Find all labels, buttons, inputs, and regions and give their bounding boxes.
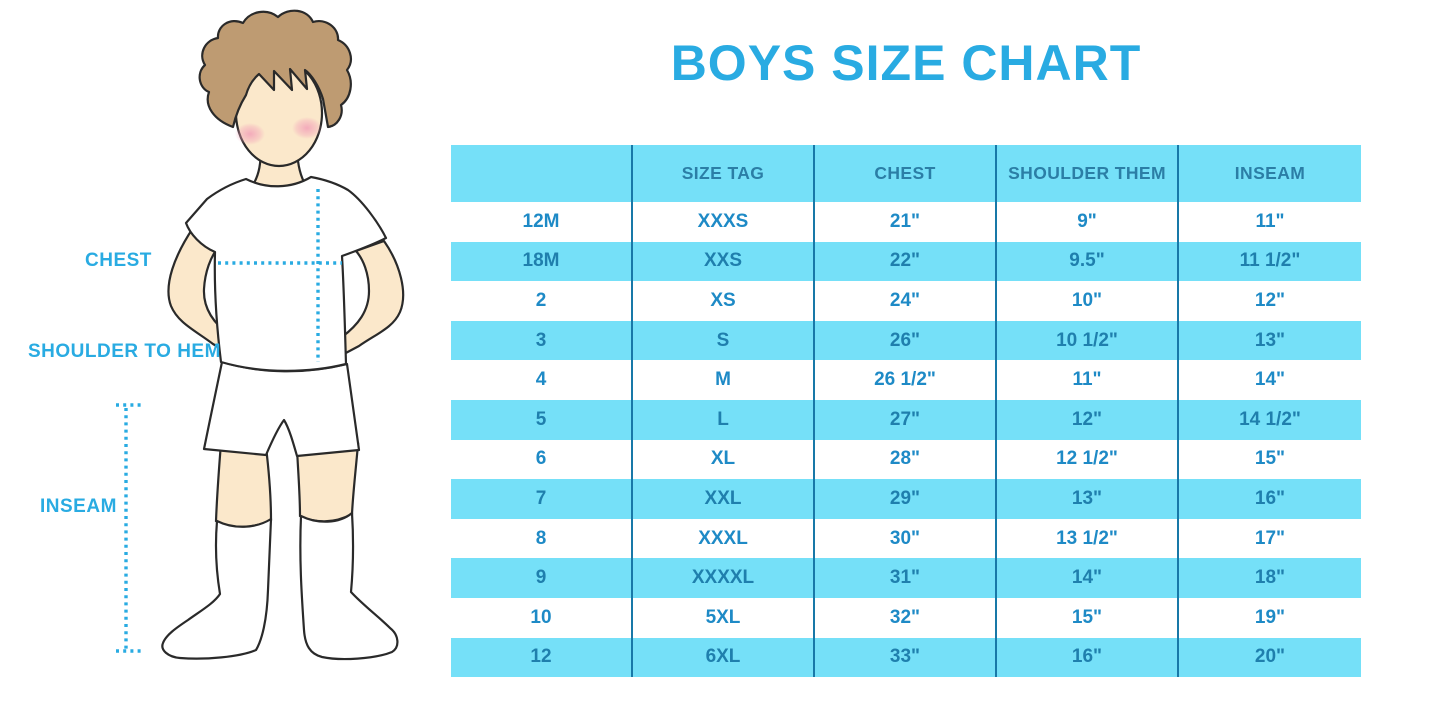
table-cell: 16" <box>997 637 1179 678</box>
table-row: 4 M 26 1/2" 11" 14" <box>451 360 1361 400</box>
table-cell: 15" <box>1254 448 1286 470</box>
boy-figure-illustration <box>116 9 405 661</box>
table-cell: 3 <box>451 320 633 361</box>
table-cell: 9.5" <box>997 241 1179 282</box>
header-cell-size-tag: SIZE TAG <box>633 145 815 202</box>
table-cell: 12" <box>997 399 1179 440</box>
table-row: 9 XXXXL 31" 14" 18" <box>451 558 1361 598</box>
right-cheek <box>292 117 322 139</box>
header-cell-inseam: INSEAM <box>1234 163 1306 183</box>
right-arm <box>340 239 405 357</box>
table-row: 12 6XL 33" 16" 20" <box>451 637 1361 678</box>
table-cell: XXL <box>633 479 815 519</box>
table-cell: M <box>633 360 815 400</box>
table-cell: 10" <box>997 281 1179 321</box>
table-cell: 21" <box>815 202 997 242</box>
table-cell: 14" <box>1254 369 1286 391</box>
inseam-label: INSEAM <box>40 496 117 517</box>
shoulder-to-hem-label: SHOULDER TO HEM <box>28 341 221 362</box>
table-cell: 4 <box>451 360 633 400</box>
table-cell: 14" <box>997 558 1179 598</box>
table-cell: 17" <box>1254 527 1286 549</box>
table-cell: 26" <box>815 320 997 361</box>
table-cell: 30" <box>815 518 997 559</box>
table-cell: 9 <box>451 558 633 598</box>
table-cell: 7 <box>451 479 633 519</box>
table-cell: 27" <box>815 399 997 440</box>
table-cell: 8 <box>451 518 633 559</box>
table-cell: 11" <box>1255 210 1285 232</box>
table-cell: XXXXL <box>633 558 815 598</box>
chest-label: CHEST <box>85 250 152 271</box>
table-cell: 14 1/2" <box>1239 408 1301 430</box>
header-cell-chest: CHEST <box>815 145 997 202</box>
table-body: 12M XXXS 21" 9" 11" 18M XXS 22" 9.5" 11 1/2" 2 XS 24… <box>451 202 1361 678</box>
table-cell: 31" <box>815 558 997 598</box>
table-cell: XL <box>633 439 815 480</box>
table-cell: 13" <box>997 479 1179 519</box>
table-cell: 15" <box>997 597 1179 638</box>
table-cell: XXXS <box>633 202 815 242</box>
table-cell: 18" <box>1254 567 1286 589</box>
size-chart-table: SIZE TAG CHEST SHOULDER THEM INSEAM 12M X… <box>451 145 1361 678</box>
table-cell: 12 <box>451 637 633 678</box>
right-sock <box>299 511 399 661</box>
table-cell: 11 1/2" <box>1239 250 1301 272</box>
table-row: 6 XL 28" 12 1/2" 15" <box>451 439 1361 480</box>
table-cell: 12" <box>1254 289 1286 311</box>
table-cell: 10 <box>451 597 633 638</box>
table-cell: 5 <box>451 399 633 440</box>
table-cell: 16" <box>1254 487 1286 509</box>
table-row: 7 XXL 29" 13" 16" <box>451 479 1361 519</box>
table-cell: 10 1/2" <box>997 320 1179 361</box>
table-cell: 9" <box>997 202 1179 242</box>
table-cell: XXXL <box>633 518 815 559</box>
table-cell: 11" <box>997 360 1179 400</box>
table-row: 3 S 26" 10 1/2" 13" <box>451 320 1361 361</box>
table-cell: 26 1/2" <box>815 360 997 400</box>
table-header-row: SIZE TAG CHEST SHOULDER THEM INSEAM <box>451 145 1361 202</box>
table-cell: 33" <box>815 637 997 678</box>
table-cell: 22" <box>815 241 997 282</box>
header-cell-shoulder-hem: SHOULDER THEM <box>997 145 1179 202</box>
table-row: 12M XXXS 21" 9" 11" <box>451 202 1361 242</box>
table-cell: 2 <box>451 281 633 321</box>
table-cell: 28" <box>815 439 997 480</box>
table-cell: 13" <box>1254 329 1286 351</box>
table-cell: 20" <box>1254 646 1286 668</box>
hair <box>198 9 352 129</box>
table-row: 2 XS 24" 10" 12" <box>451 281 1361 321</box>
table-cell: 12 1/2" <box>997 439 1179 480</box>
table-row: 8 XXXL 30" 13 1/2" 17" <box>451 518 1361 559</box>
left-cheek <box>235 123 265 145</box>
table-row: 18M XXS 22" 9.5" 11 1/2" <box>451 241 1361 282</box>
page-title: BOYS SIZE CHART <box>670 35 1142 91</box>
table-cell: 13 1/2" <box>997 518 1179 559</box>
table-cell: L <box>633 399 815 440</box>
t-shirt <box>184 175 388 372</box>
table-cell: S <box>633 320 815 361</box>
header-cell-size <box>451 145 633 202</box>
table-cell: XXS <box>633 241 815 282</box>
table-cell: 32" <box>815 597 997 638</box>
table-cell: 5XL <box>633 597 815 638</box>
table-cell: 24" <box>815 281 997 321</box>
table-cell: 12M <box>451 202 633 242</box>
table-cell: 19" <box>1254 606 1286 628</box>
table-row: 10 5XL 32" 15" 19" <box>451 597 1361 638</box>
table-cell: 29" <box>815 479 997 519</box>
table-cell: XS <box>633 281 815 321</box>
table-cell: 18M <box>451 241 633 282</box>
table-cell: 6XL <box>633 637 815 678</box>
shorts <box>202 360 361 458</box>
table-cell: 6 <box>451 439 633 480</box>
left-sock <box>161 517 273 660</box>
table-row: 5 L 27" 12" 14 1/2" <box>451 399 1361 440</box>
